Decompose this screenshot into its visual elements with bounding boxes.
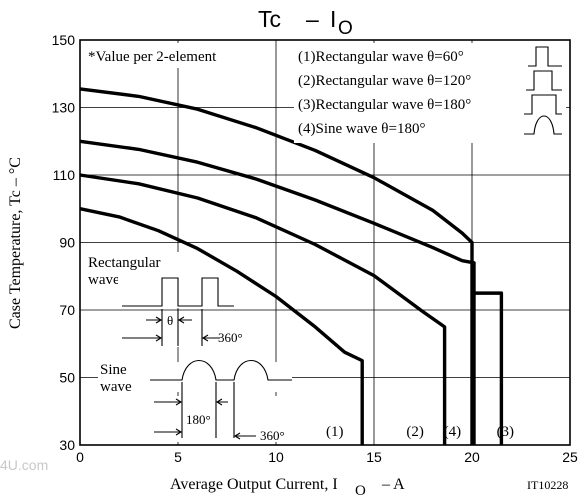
x-tick-labels: 0 5 10 15 20 25 [76,449,578,465]
sine-inset-title-box [98,360,148,394]
plot-frame [79,39,571,446]
x-axis-label-subscript: O [355,483,366,499]
sine-wave-inset: Sine wave 180° 360° [98,360,300,443]
y-tick-label: 50 [59,370,75,386]
y-axis-label: Case Temperature, Tc – °C [7,157,24,329]
figure-code: IT10228 [527,478,568,492]
rect-inset-title-1: Rectangular [88,255,160,271]
sine-inset-wave-box [148,362,292,392]
series-line-4 [79,87,474,445]
y-tick-label: 110 [53,167,76,183]
x-tick-label: 5 [174,449,182,465]
x-tick-label: 25 [562,449,578,465]
watermark: 4U.com [0,457,48,473]
legend-icon-rect-180 [524,94,562,115]
legend-item-2: (2)Rectangular wave θ=120° [298,73,471,89]
series-line-3 [79,139,476,445]
x-tick-label: 0 [76,449,84,465]
legend-item-4: (4)Sine wave θ=180° [298,121,425,137]
series-line-step-drop [472,291,504,445]
rect-inset-arrows-box [118,311,236,347]
rect-inset-period: 360° [218,330,243,345]
y-tick-label: 70 [59,302,75,318]
y-tick-label: 150 [52,32,76,48]
legend: (1)Rectangular wave θ=60° (2)Rectangular… [294,43,566,143]
note-box [86,43,272,68]
x-axis-label-unit: – A [381,476,405,493]
sine-inset-half-arrows [154,398,228,406]
rect-inset-ticks [161,309,203,346]
legend-item-3: (3)Rectangular wave θ=180° [298,97,471,113]
title-main: Tc [258,6,281,32]
legend-item-1: (1)Rectangular wave θ=60° [298,49,464,65]
rect-inset-wave-box [118,274,236,308]
sine-inset-half: 180° [186,412,211,427]
note-text: *Value per 2-element [88,49,217,65]
sine-inset-period-arrows [154,428,256,440]
rect-inset-theta: θ [167,313,173,328]
x-tick-label: 10 [268,449,284,465]
title-dash: – [306,6,319,32]
sine-inset-waveform [150,360,292,381]
series-end-label: (1) [326,424,344,440]
x-tick-label: 20 [464,449,480,465]
sine-inset-title-1: Sine [100,362,127,378]
sine-inset-period: 360° [260,428,285,443]
chart-title: Tc – I O [258,6,353,39]
rectangular-wave-inset: Rectangular wave θ 360° [86,252,243,347]
y-tick-label: 90 [59,235,75,251]
rect-inset-period-arrows [122,334,220,342]
series-end-labels: (1) (2) (4) (3) [326,424,514,440]
series-end-label: (3) [497,424,515,440]
rect-inset-title-2: wave [88,272,120,288]
rect-inset-theta-arrows [146,316,192,324]
title-subscript: O [338,18,353,39]
sine-inset-ticks [181,382,235,438]
y-tick-labels: 30 50 70 90 110 130 150 [52,32,76,453]
y-tick-label: 30 [59,437,75,453]
legend-icon-rect-60 [528,46,562,67]
legend-box [294,43,566,143]
series-line-2 [79,173,447,445]
legend-icon-rect-120 [526,70,562,91]
series-end-label: (4) [444,424,462,440]
x-axis-label-main: Average Output Current, I [170,476,338,493]
y-tick-label: 130 [52,100,76,116]
series-end-label: (2) [406,424,424,440]
sine-inset-title-2: wave [100,379,132,395]
series-line-1 [79,207,364,445]
sine-inset-arrows-box [150,396,300,442]
legend-icon-sine-180 [524,115,562,135]
title-symbol: I [330,6,336,32]
rect-inset-waveform [122,277,234,307]
x-tick-label: 15 [366,449,382,465]
series-lines [79,87,504,445]
x-axis-label: Average Output Current, I O – A [170,476,405,499]
